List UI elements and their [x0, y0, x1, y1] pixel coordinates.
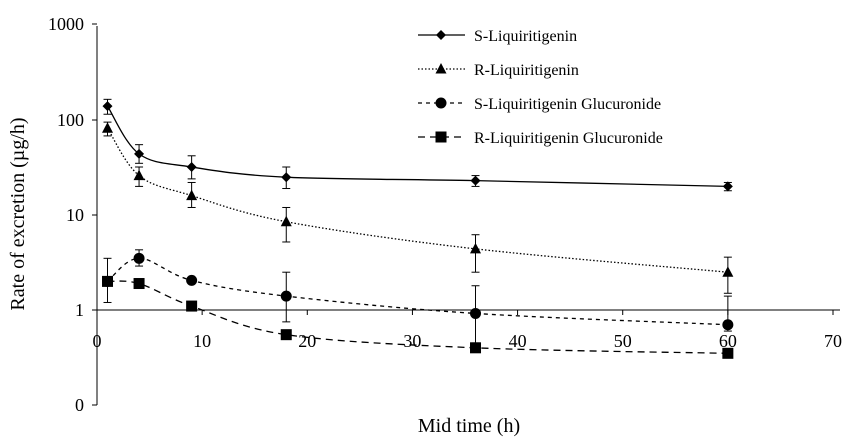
x-tick-label: 0: [93, 331, 102, 351]
data-point: [722, 181, 733, 192]
data-point: [281, 172, 292, 183]
data-point: [280, 290, 292, 302]
data-point: [470, 307, 482, 319]
data-point: [722, 266, 734, 277]
data-point: [134, 148, 145, 159]
legend-marker: [435, 131, 447, 143]
legend-item: R-Liquiritigenin Glucuronide: [418, 130, 663, 147]
x-tick-label: 10: [193, 331, 211, 351]
data-point: [186, 162, 197, 173]
data-point: [102, 275, 114, 287]
y-tick-label: 0: [75, 395, 84, 415]
data-point: [470, 175, 481, 186]
data-point: [186, 274, 198, 286]
series-line: [107, 257, 728, 326]
data-point: [102, 101, 113, 112]
y-tick-label: 1000: [48, 14, 84, 34]
legend-label: R-Liquiritigenin: [474, 62, 579, 79]
data-point: [186, 300, 198, 312]
x-tick-label: 70: [824, 331, 842, 351]
data-point: [722, 319, 734, 331]
y-tick-label: 1: [75, 300, 84, 320]
legend-label: S-Liquiritigenin: [474, 28, 577, 45]
y-tick-label: 10: [66, 205, 84, 225]
x-tick-label: 60: [719, 331, 737, 351]
x-tick-label: 30: [403, 331, 421, 351]
data-point: [133, 169, 145, 181]
plot-area: [102, 98, 734, 359]
series-1: [102, 98, 733, 192]
x-axis-ticks: 0 10 20 30 40 50 60 70: [93, 310, 842, 351]
data-point: [133, 252, 145, 264]
legend-marker: [435, 97, 447, 109]
x-tick-label: 20: [298, 331, 316, 351]
legend-item: R-Liquiritigenin: [418, 62, 579, 79]
legend-marker: [435, 63, 447, 74]
series-2: [102, 121, 734, 294]
data-point: [722, 347, 734, 359]
x-axis-label: Mid time (h): [418, 415, 520, 437]
series-3: [102, 249, 734, 344]
legend: S-Liquiritigenin R-Liquiritigenin S-Liquir…: [418, 28, 663, 147]
data-point: [470, 342, 482, 354]
x-tick-label: 50: [614, 331, 632, 351]
data-point: [186, 189, 198, 201]
legend-marker: [436, 30, 446, 40]
data-point: [470, 242, 482, 254]
data-point: [280, 215, 292, 227]
x-tick-label: 40: [509, 331, 527, 351]
y-axis-label: Rate of excretion (µg/h): [7, 117, 29, 310]
legend-item: S-Liquiritigenin: [418, 28, 577, 45]
data-point: [133, 278, 145, 290]
data-point: [102, 122, 114, 133]
series-4: [102, 275, 734, 359]
legend-label: S-Liquiritigenin Glucuronide: [474, 96, 661, 113]
data-point: [280, 329, 292, 341]
series-line: [106, 127, 728, 273]
legend-label: R-Liquiritigenin Glucuronide: [474, 130, 663, 147]
y-tick-label: 100: [57, 110, 84, 130]
legend-item: S-Liquiritigenin Glucuronide: [418, 96, 661, 113]
